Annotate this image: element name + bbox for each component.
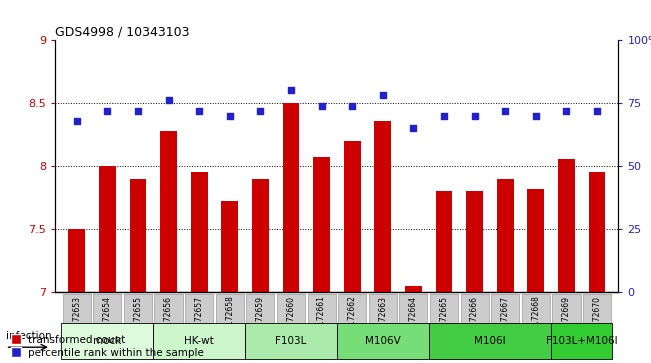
Bar: [68, 229, 85, 363]
Point: [316, 103, 327, 109]
Bar: [313, 157, 330, 363]
FancyBboxPatch shape: [337, 323, 429, 359]
Text: GSM1172663: GSM1172663: [378, 295, 387, 347]
Point: [163, 98, 174, 103]
Bar: [436, 191, 452, 363]
Point: [439, 113, 449, 119]
Point: [469, 113, 480, 119]
Text: GSM1172664: GSM1172664: [409, 295, 418, 347]
FancyBboxPatch shape: [93, 294, 122, 335]
FancyBboxPatch shape: [61, 323, 153, 359]
Bar: [497, 179, 514, 363]
Text: F103L: F103L: [275, 336, 307, 346]
Text: GSM1172657: GSM1172657: [195, 295, 204, 347]
Text: GSM1172662: GSM1172662: [348, 295, 357, 346]
Text: GSM1172660: GSM1172660: [286, 295, 296, 347]
Text: mock: mock: [93, 336, 122, 346]
FancyBboxPatch shape: [246, 294, 275, 335]
Text: HK-wt: HK-wt: [184, 336, 214, 346]
Point: [592, 108, 602, 114]
Text: GSM1172661: GSM1172661: [317, 295, 326, 346]
Bar: [252, 179, 269, 363]
Text: GSM1172653: GSM1172653: [72, 295, 81, 347]
Text: GSM1172666: GSM1172666: [470, 295, 479, 347]
FancyBboxPatch shape: [154, 294, 183, 335]
Legend: transformed count, percentile rank within the sample: transformed count, percentile rank withi…: [12, 335, 204, 358]
Point: [286, 87, 296, 93]
Text: M106V: M106V: [365, 336, 400, 346]
FancyBboxPatch shape: [368, 294, 397, 335]
FancyBboxPatch shape: [521, 294, 550, 335]
Text: GSM1172655: GSM1172655: [133, 295, 143, 347]
Bar: [283, 103, 299, 363]
Point: [408, 125, 419, 131]
Point: [255, 108, 266, 114]
FancyBboxPatch shape: [62, 294, 91, 335]
Bar: [344, 141, 361, 363]
Point: [72, 118, 82, 123]
FancyBboxPatch shape: [245, 323, 337, 359]
Text: GSM1172670: GSM1172670: [592, 295, 602, 347]
Text: GSM1172665: GSM1172665: [439, 295, 449, 347]
Text: F103L+M106I: F103L+M106I: [546, 336, 618, 346]
FancyBboxPatch shape: [460, 294, 489, 335]
Point: [531, 113, 541, 119]
Text: GSM1172669: GSM1172669: [562, 295, 571, 347]
FancyBboxPatch shape: [430, 294, 458, 335]
FancyBboxPatch shape: [429, 323, 551, 359]
Text: GDS4998 / 10343103: GDS4998 / 10343103: [55, 26, 190, 39]
Bar: [160, 131, 177, 363]
Point: [378, 93, 388, 98]
FancyBboxPatch shape: [338, 294, 367, 335]
FancyBboxPatch shape: [399, 294, 428, 335]
FancyBboxPatch shape: [307, 294, 336, 335]
Point: [102, 108, 113, 114]
FancyBboxPatch shape: [552, 294, 581, 335]
Point: [133, 108, 143, 114]
Point: [561, 108, 572, 114]
Text: GSM1172658: GSM1172658: [225, 295, 234, 346]
Text: infection: infection: [5, 331, 51, 342]
Bar: [221, 201, 238, 363]
Text: GSM1172659: GSM1172659: [256, 295, 265, 347]
Point: [347, 103, 357, 109]
FancyBboxPatch shape: [153, 323, 245, 359]
Text: M106I: M106I: [474, 336, 506, 346]
Bar: [527, 189, 544, 363]
Text: GSM1172667: GSM1172667: [501, 295, 510, 347]
Bar: [191, 172, 208, 363]
Text: GSM1172656: GSM1172656: [164, 295, 173, 347]
Point: [500, 108, 510, 114]
Text: GSM1172668: GSM1172668: [531, 295, 540, 346]
FancyBboxPatch shape: [277, 294, 305, 335]
FancyBboxPatch shape: [124, 294, 152, 335]
FancyBboxPatch shape: [185, 294, 214, 335]
FancyBboxPatch shape: [491, 294, 519, 335]
Point: [194, 108, 204, 114]
Bar: [130, 179, 146, 363]
Bar: [466, 191, 483, 363]
Bar: [589, 172, 605, 363]
Bar: [405, 286, 422, 363]
FancyBboxPatch shape: [551, 323, 613, 359]
Text: GSM1172654: GSM1172654: [103, 295, 112, 347]
FancyBboxPatch shape: [583, 294, 611, 335]
Bar: [99, 166, 116, 363]
Bar: [374, 121, 391, 363]
Bar: [558, 159, 575, 363]
FancyBboxPatch shape: [215, 294, 244, 335]
Point: [225, 113, 235, 119]
